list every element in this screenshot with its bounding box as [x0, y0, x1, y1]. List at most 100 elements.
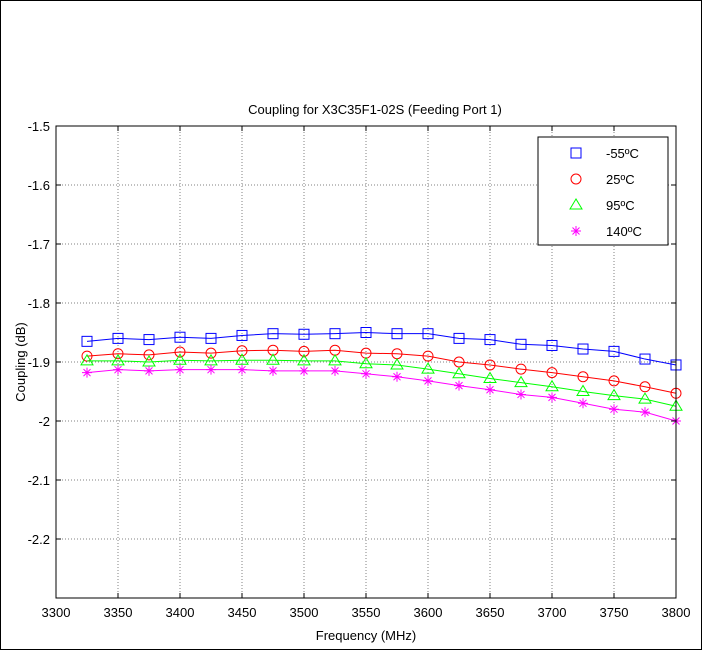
data-point	[577, 343, 589, 355]
legend-item: 95ºC	[569, 198, 635, 213]
data-point	[143, 334, 155, 346]
legend-marker	[570, 147, 582, 159]
data-point	[607, 388, 621, 401]
x-tick-label: 3450	[228, 605, 257, 620]
data-point	[268, 365, 278, 376]
legend-marker	[569, 198, 583, 210]
data-point	[80, 353, 94, 366]
tick-marks	[55, 125, 677, 598]
data-point	[113, 364, 123, 375]
data-point	[205, 347, 217, 359]
chart-title: Coupling for X3C35F1-02S (Feeding Port 1…	[248, 102, 502, 117]
x-tick-label: 3650	[476, 605, 505, 620]
data-point	[143, 349, 155, 361]
legend: -55ºC 25ºC 95ºC 140ºC	[537, 136, 669, 246]
data-point	[297, 353, 311, 366]
data-point	[236, 345, 248, 357]
data-point	[175, 364, 185, 375]
data-point	[484, 334, 496, 346]
data-point	[390, 357, 404, 370]
legend-label: 140ºC	[606, 224, 642, 239]
data-point	[266, 353, 280, 365]
data-point	[576, 384, 590, 396]
series-line-3	[86, 369, 677, 422]
y-tick-label: -1.9	[28, 355, 50, 370]
data-point	[638, 392, 652, 404]
data-point	[485, 384, 495, 395]
data-point	[639, 353, 651, 365]
data-point	[639, 381, 651, 393]
data-point	[484, 359, 496, 371]
data-point	[515, 338, 527, 350]
data-point	[422, 350, 434, 362]
y-tick-label: -2.1	[28, 473, 50, 488]
data-point	[546, 339, 558, 351]
y-tick-label: -2.2	[28, 532, 50, 547]
legend-marker	[570, 173, 582, 185]
data-point	[174, 346, 186, 358]
data-point	[421, 362, 435, 374]
data-point	[298, 345, 310, 357]
data-point	[608, 345, 620, 357]
legend-label: 95ºC	[606, 198, 635, 213]
y-axis-label: Coupling (dB)	[13, 322, 28, 402]
x-tick-label: 3700	[538, 605, 567, 620]
data-point	[236, 329, 248, 341]
data-point	[299, 365, 309, 376]
data-point	[516, 389, 526, 400]
data-point	[546, 367, 558, 379]
data-point	[328, 353, 342, 366]
x-tick-label: 3550	[352, 605, 381, 620]
x-tick-label: 3500	[290, 605, 319, 620]
legend-box	[537, 136, 669, 246]
data-point	[235, 353, 249, 365]
data-point	[144, 365, 154, 376]
y-tick-label: -2	[38, 414, 50, 429]
data-point	[298, 328, 310, 340]
data-point	[112, 332, 124, 344]
data-point	[453, 332, 465, 344]
x-tick-label: 3800	[662, 605, 691, 620]
x-tick-label: 3600	[414, 605, 443, 620]
data-point	[329, 328, 341, 340]
data-point	[423, 375, 433, 386]
data-point	[515, 363, 527, 375]
x-tick-label: 3400	[166, 605, 195, 620]
data-point	[609, 404, 619, 415]
legend-marker	[571, 226, 581, 236]
data-point	[545, 379, 559, 392]
data-point	[422, 328, 434, 340]
data-point	[237, 364, 247, 375]
series-line-2	[87, 359, 677, 407]
data-point	[454, 380, 464, 391]
data-point	[173, 353, 187, 365]
data-point	[330, 365, 340, 376]
legend-item: -55ºC	[570, 146, 639, 161]
y-tick-label: -1.5	[28, 119, 50, 134]
legend-item: 140ºC	[571, 224, 642, 239]
x-axis-label: Frequency (MHz)	[316, 628, 416, 643]
data-point	[640, 407, 650, 418]
data-point	[514, 375, 528, 388]
y-tick-label: -1.7	[28, 237, 50, 252]
data-point	[483, 371, 497, 384]
data-point	[608, 375, 620, 387]
y-tick-label: -1.8	[28, 296, 50, 311]
data-point	[112, 348, 124, 360]
legend-item: 25ºC	[570, 172, 635, 187]
series-0	[81, 327, 682, 371]
data-point	[577, 371, 589, 383]
x-tick-label: 3350	[104, 605, 133, 620]
data-point	[452, 366, 466, 379]
x-tick-labels: 3300 3350 3400 3450 3500 3550 3600 3650 3700 3750…	[42, 605, 691, 620]
data-point	[392, 371, 402, 382]
y-tick-labels: -1.5 -1.6 -1.7 -1.8 -1.9 -2 -2.1 -2.2	[28, 119, 50, 547]
data-point	[361, 368, 371, 379]
data-point	[174, 331, 186, 343]
data-point	[391, 328, 403, 340]
data-point	[82, 367, 92, 378]
x-tick-label: 3300	[42, 605, 71, 620]
data-point	[547, 392, 557, 403]
data-point	[81, 335, 93, 347]
